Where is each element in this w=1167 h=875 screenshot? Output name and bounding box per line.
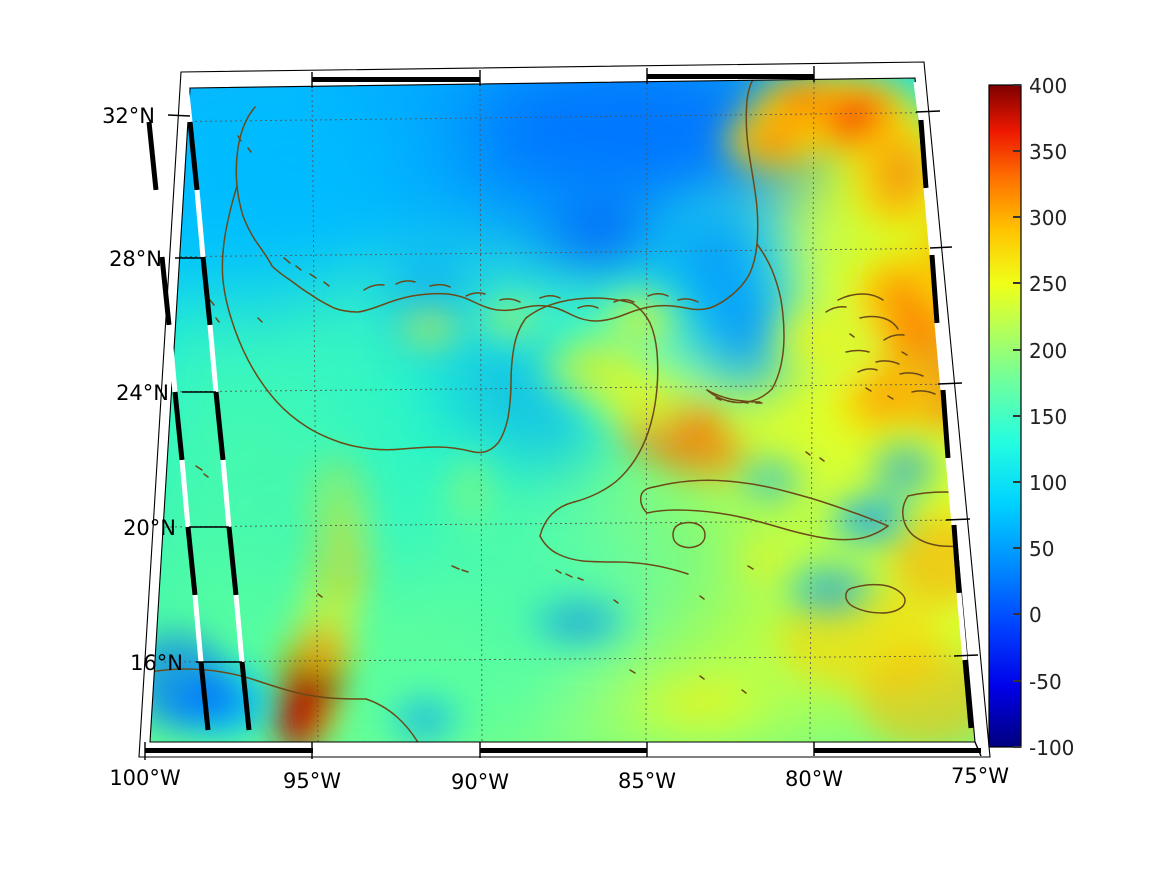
x-tick-label: 80°W xyxy=(785,767,843,791)
map-gridlines xyxy=(150,78,975,742)
colorbar-tick-label: 350 xyxy=(1029,140,1067,164)
y-tick-label: 32°N xyxy=(102,104,155,128)
y-tick-label: 16°N xyxy=(130,651,183,675)
coastlines xyxy=(150,78,975,742)
x-tick-label: 75°W xyxy=(951,764,1009,788)
x-tick-label: 100°W xyxy=(109,766,181,790)
colorbar-tick-label: 400 xyxy=(1029,74,1067,98)
colorbar-tick-label: 100 xyxy=(1029,471,1067,495)
colorbar-tick-label: 150 xyxy=(1029,405,1067,429)
colorbar-tick-label: -50 xyxy=(1029,670,1062,694)
colorbar-tick-label: 300 xyxy=(1029,206,1067,230)
colorbar-tick-label: -100 xyxy=(1029,736,1074,760)
map-frame xyxy=(138,61,991,760)
y-tick-label: 24°N xyxy=(116,381,169,405)
colorbar-tick-label: 200 xyxy=(1029,339,1067,363)
x-tick-label: 90°W xyxy=(451,770,509,794)
y-tick-label: 20°N xyxy=(123,516,176,540)
colorbar-tick-label: 50 xyxy=(1029,537,1054,561)
y-tick-label: 28°N xyxy=(109,247,162,271)
colorbar[interactable]: 400 350 300 250 200 150 100 50 0 -50 -10… xyxy=(988,74,1074,760)
heatmap-data-field xyxy=(150,78,975,742)
y-axis-tick-labels: 32°N 28°N 24°N 20°N 16°N xyxy=(102,104,183,675)
colorbar-tick-label: 250 xyxy=(1029,272,1067,296)
x-axis-tick-labels: 100°W 95°W 90°W 85°W 80°W 75°W xyxy=(109,764,1009,794)
colorbar-tick-label: 0 xyxy=(1029,603,1042,627)
x-tick-label: 85°W xyxy=(618,769,676,793)
colorbar-tick-labels: 400 350 300 250 200 150 100 50 0 -50 -10… xyxy=(1029,74,1074,760)
x-tick-label: 95°W xyxy=(283,769,341,793)
